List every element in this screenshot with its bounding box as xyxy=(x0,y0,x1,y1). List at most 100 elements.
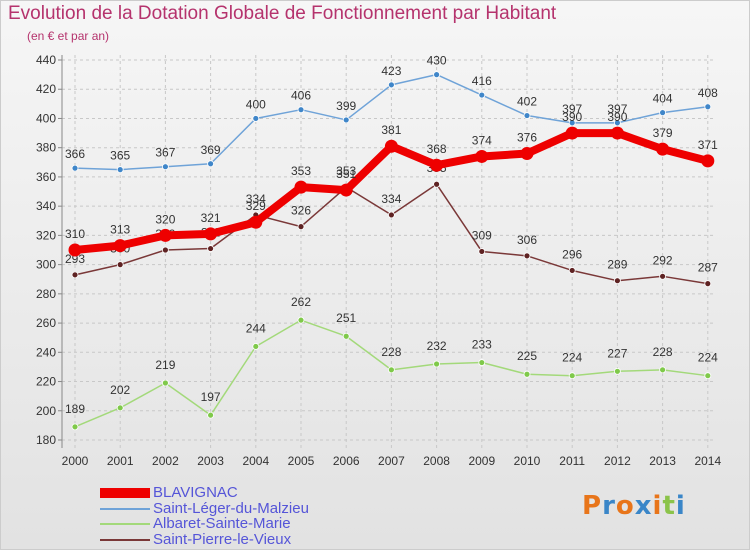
x-tick-label: 2011 xyxy=(559,454,585,468)
x-tick-label: 2009 xyxy=(468,454,495,468)
data-point xyxy=(704,103,712,111)
x-tick-label: 2001 xyxy=(107,454,134,468)
data-point xyxy=(614,119,621,127)
data-label: 390 xyxy=(607,110,627,124)
y-tick-label: 420 xyxy=(36,82,56,96)
legend-swatch xyxy=(100,488,150,498)
data-point xyxy=(430,158,444,172)
logo-letter: i xyxy=(652,491,663,521)
x-tick-label: 2010 xyxy=(514,454,541,468)
data-point xyxy=(161,246,169,254)
data-label: 397 xyxy=(562,102,582,116)
data-point xyxy=(297,106,305,114)
y-tick-label: 320 xyxy=(36,228,56,242)
data-label: 376 xyxy=(517,131,537,145)
y-tick-label: 360 xyxy=(36,170,56,184)
data-point xyxy=(565,126,579,140)
y-tick-label: 440 xyxy=(36,53,56,67)
y-tick-label: 340 xyxy=(36,199,56,213)
data-point xyxy=(342,116,350,124)
data-point xyxy=(387,366,395,374)
logo-letter: r xyxy=(602,491,616,521)
data-label: 371 xyxy=(698,138,718,152)
data-point xyxy=(252,115,260,122)
data-point xyxy=(568,267,576,274)
data-point xyxy=(475,149,489,163)
data-point xyxy=(161,163,169,171)
data-point xyxy=(71,271,79,279)
data-point xyxy=(294,180,308,194)
data-point xyxy=(207,411,215,419)
data-label: 292 xyxy=(653,253,673,267)
data-label: 233 xyxy=(472,338,492,352)
x-tick-label: 2006 xyxy=(333,454,360,468)
data-label: 423 xyxy=(381,64,401,78)
data-point xyxy=(614,367,621,375)
data-point xyxy=(342,332,350,340)
x-tick-label: 2013 xyxy=(649,454,676,468)
data-point xyxy=(339,183,353,197)
data-point xyxy=(659,366,666,374)
data-label: 219 xyxy=(155,358,175,372)
data-point xyxy=(252,343,260,350)
y-tick-label: 280 xyxy=(36,287,56,301)
data-label: 309 xyxy=(472,228,492,242)
data-point xyxy=(207,245,215,252)
y-tick-label: 240 xyxy=(36,345,56,359)
data-label: 381 xyxy=(381,123,401,137)
logo-letter: P xyxy=(582,491,603,521)
y-tick-label: 300 xyxy=(36,258,56,272)
data-point xyxy=(116,166,124,174)
data-label: 306 xyxy=(517,233,537,247)
legend-swatch xyxy=(100,507,150,510)
data-label: 402 xyxy=(517,95,537,109)
legend-swatch xyxy=(100,538,150,541)
data-point xyxy=(523,370,531,378)
data-point xyxy=(384,139,398,153)
data-point xyxy=(204,227,218,241)
data-label: 406 xyxy=(291,89,311,103)
data-label: 334 xyxy=(381,192,401,206)
chart-title: Evolution de la Dotation Globale de Fonc… xyxy=(8,3,557,24)
data-point xyxy=(614,277,621,285)
x-tick-label: 2012 xyxy=(604,454,631,468)
data-point xyxy=(659,272,666,280)
logo-letter: t xyxy=(662,491,676,521)
data-label: 262 xyxy=(291,295,311,309)
data-label: 296 xyxy=(562,247,582,261)
data-label: 353 xyxy=(336,164,356,178)
chart-subtitle: (en € et par an) xyxy=(27,29,110,43)
legend-label: Saint-Pierre-le-Vieux xyxy=(153,530,292,548)
data-point xyxy=(478,248,486,255)
data-label: 400 xyxy=(246,97,266,111)
data-label: 397 xyxy=(607,102,627,116)
data-point xyxy=(158,228,172,242)
data-label: 189 xyxy=(65,402,85,416)
data-label: 251 xyxy=(336,311,356,325)
legend-label: BLAVIGNAC xyxy=(153,484,238,501)
data-label: 416 xyxy=(472,74,492,88)
x-tick-label: 2004 xyxy=(242,454,269,468)
x-tick-label: 2002 xyxy=(152,454,179,468)
data-point xyxy=(116,404,124,412)
data-label: 293 xyxy=(65,252,85,266)
y-tick-label: 180 xyxy=(36,433,56,447)
legend-label: Albaret-Sainte-Marie xyxy=(153,515,291,532)
logo-letter: i xyxy=(675,491,686,521)
data-label: 334 xyxy=(246,192,266,206)
data-point xyxy=(161,379,169,387)
data-point xyxy=(116,261,124,269)
data-point xyxy=(387,81,395,89)
brand-logo: Proxiti xyxy=(582,491,686,521)
data-point xyxy=(520,147,534,161)
y-tick-label: 380 xyxy=(36,141,56,155)
data-label: 224 xyxy=(698,351,718,365)
legend-swatch xyxy=(100,523,150,525)
data-label: 368 xyxy=(427,142,447,156)
data-label: 310 xyxy=(65,227,85,241)
data-point xyxy=(433,180,441,188)
x-tick-label: 2003 xyxy=(197,454,224,468)
data-label: 379 xyxy=(653,126,673,140)
data-label: 320 xyxy=(155,212,175,226)
data-label: 232 xyxy=(427,339,447,353)
